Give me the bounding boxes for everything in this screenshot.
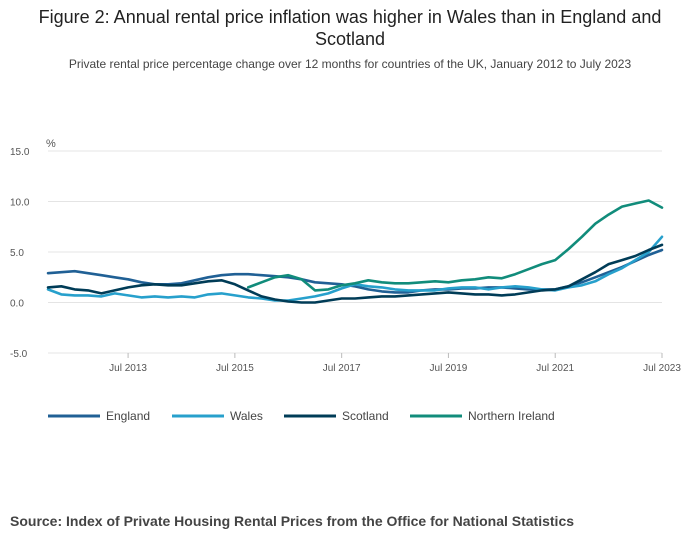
x-tick-label: Jul 2017 xyxy=(323,363,361,374)
x-tick-label: Jul 2015 xyxy=(216,363,254,374)
chart-subtitle: Private rental price percentage change o… xyxy=(68,57,632,71)
series-line-scotland xyxy=(46,243,664,304)
x-tick-label: Jul 2021 xyxy=(536,363,574,374)
y-tick-label: -5.0 xyxy=(10,349,28,360)
x-tick-label: Jul 2013 xyxy=(109,363,147,374)
legend-label-wales: Wales xyxy=(230,409,263,423)
legend-label-scotland: Scotland xyxy=(342,409,389,423)
source-note: Source: Index of Private Housing Rental … xyxy=(10,513,575,529)
y-tick-label: 10.0 xyxy=(10,198,30,209)
y-tick-label: 15.0 xyxy=(10,147,30,158)
chart-title: Figure 2: Annual rental price inflation … xyxy=(38,7,662,49)
legend-label-england: England xyxy=(106,409,150,423)
series-line-northern-ireland xyxy=(246,199,664,292)
y-tick-label: 5.0 xyxy=(10,248,24,259)
legend-label-northern-ireland: Northern Ireland xyxy=(468,409,555,423)
x-tick-label: Jul 2023 xyxy=(643,363,681,374)
y-axis-label: % xyxy=(46,138,56,150)
y-tick-label: 0.0 xyxy=(10,299,24,310)
x-tick-label: Jul 2019 xyxy=(430,363,468,374)
